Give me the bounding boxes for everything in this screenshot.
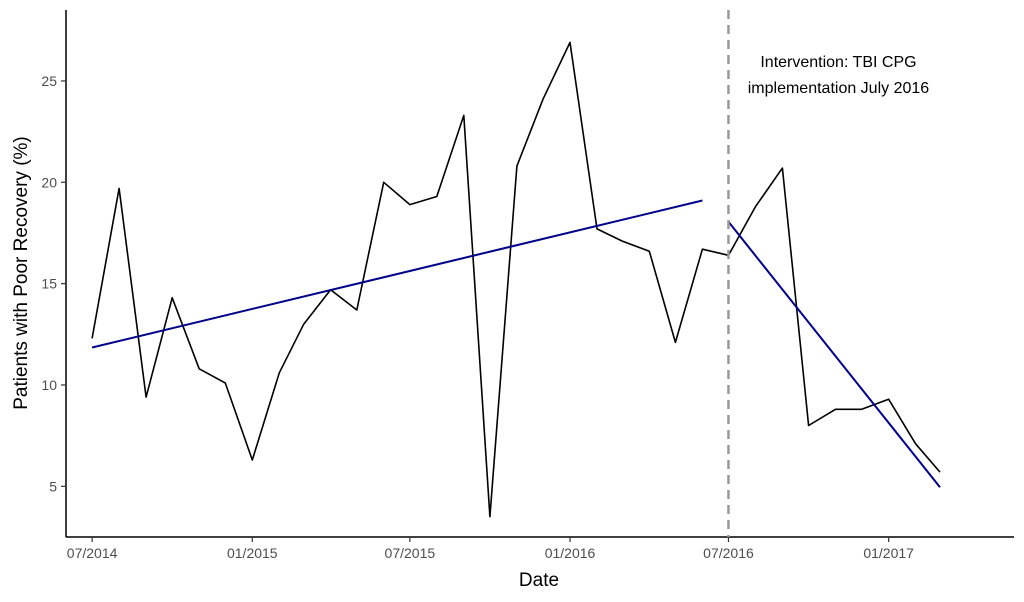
data-lines <box>91 41 941 518</box>
x-tick-label: 07/2014 <box>67 545 118 561</box>
x-axis-title: Date <box>519 570 559 591</box>
y-tick-label: 5 <box>49 478 57 494</box>
x-tick-label: 01/2017 <box>863 545 914 561</box>
intervention-label-line-1: Intervention: TBI CPG <box>760 54 916 71</box>
pre-intervention-trend-line <box>91 199 703 349</box>
post-intervention-trend-line <box>727 221 941 488</box>
y-tick-label: 25 <box>41 73 57 89</box>
observed-line <box>91 41 941 518</box>
y-tick-label: 20 <box>41 174 57 190</box>
x-tick-label: 01/2015 <box>227 545 278 561</box>
x-tick-label: 07/2015 <box>385 545 436 561</box>
intervention-label-line-2: implementation July 2016 <box>748 80 930 97</box>
axes <box>65 10 1014 538</box>
y-tick-label: 15 <box>41 276 57 292</box>
y-axis-title: Patients with Poor Recovery (%) <box>11 136 32 410</box>
y-ticks: 5 10 15 20 25 <box>41 73 66 494</box>
y-tick-label: 10 <box>41 377 57 393</box>
x-ticks: 07/2014 01/2015 07/2015 01/2016 07/2016 01/20… <box>67 537 914 561</box>
x-tick-label: 01/2016 <box>545 545 596 561</box>
x-tick-label: 07/2016 <box>703 545 754 561</box>
